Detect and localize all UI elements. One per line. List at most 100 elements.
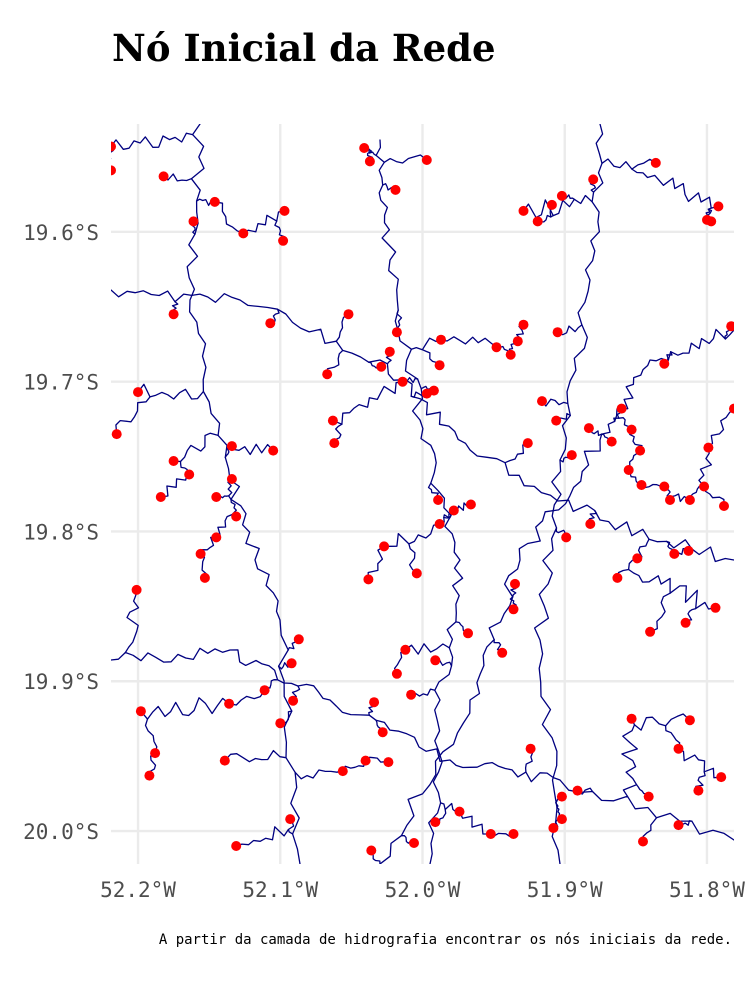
start-node-75 <box>195 548 206 559</box>
river-tributary-44 <box>172 432 219 463</box>
start-node-37 <box>133 387 143 398</box>
river-tributary-67 <box>698 446 713 488</box>
start-node-31 <box>505 349 516 360</box>
graticule <box>111 124 734 864</box>
river-tributary-2 <box>162 173 193 182</box>
river-tributary-111 <box>144 718 158 754</box>
start-node-46 <box>226 474 237 484</box>
river-tributary-109 <box>664 725 681 750</box>
start-node-97 <box>497 647 508 658</box>
start-node-68 <box>729 403 734 414</box>
start-node-43 <box>268 445 279 456</box>
start-node-127 <box>485 829 496 839</box>
river-tributary-52 <box>541 398 569 407</box>
start-node-28 <box>436 334 446 345</box>
start-node-77 <box>131 584 142 595</box>
river-tributary-48 <box>160 472 188 498</box>
start-node-96 <box>430 655 441 666</box>
start-node-45 <box>184 469 195 480</box>
start-node-76 <box>199 572 210 583</box>
start-node-117 <box>716 772 727 783</box>
river-tributary-40 <box>332 381 404 425</box>
start-node-12 <box>518 205 529 216</box>
river-tributary-18 <box>631 168 720 209</box>
start-node-53 <box>551 415 562 426</box>
start-node-40 <box>327 415 338 426</box>
y-tick-label: 20.0°S <box>23 820 99 844</box>
river-tributary-38 <box>115 396 151 435</box>
river-tributary-5 <box>214 201 244 235</box>
river-tributary-6 <box>242 210 286 235</box>
start-node-52 <box>537 396 547 407</box>
start-node-124 <box>285 814 296 825</box>
start-node-101 <box>288 695 299 706</box>
start-node-105 <box>406 689 417 700</box>
start-node-100 <box>259 685 270 696</box>
start-node-35 <box>659 358 670 369</box>
start-node-128 <box>508 829 519 839</box>
river-tributary-23 <box>335 313 350 342</box>
river-tributary-80 <box>408 543 418 575</box>
axis-tick-labels: 52.2°W 52.1°W 52.0°W 51.9°W 51.8°W 19.6°S 19.7… <box>23 221 745 902</box>
start-node-44 <box>168 456 179 466</box>
river-tributary-11 <box>383 154 428 164</box>
start-node-30 <box>491 342 502 353</box>
y-tick-label: 19.9°S <box>23 670 99 694</box>
start-node-49 <box>231 511 242 522</box>
river-tributary-28 <box>410 337 442 351</box>
river-tributary-77 <box>124 589 140 654</box>
start-node-0 <box>111 141 116 152</box>
start-node-120 <box>572 785 583 796</box>
start-node-131 <box>409 838 419 848</box>
start-node-66 <box>699 481 710 492</box>
start-node-114 <box>337 766 348 777</box>
start-node-83 <box>632 553 643 564</box>
start-node-125 <box>556 814 567 825</box>
y-tick-label: 19.6°S <box>23 221 99 245</box>
start-node-51 <box>428 385 439 396</box>
start-node-102 <box>275 718 286 729</box>
river-tributary-69 <box>703 485 725 507</box>
start-node-26 <box>376 361 387 372</box>
start-node-123 <box>430 817 441 828</box>
start-node-23 <box>343 309 354 320</box>
river-tributary-130 <box>642 817 658 843</box>
start-node-130 <box>638 836 648 847</box>
y-tick-label: 19.8°S <box>23 520 99 544</box>
start-node-9 <box>364 156 375 167</box>
river-trunk-1 <box>111 647 734 841</box>
start-node-84 <box>669 548 680 559</box>
start-node-71 <box>434 519 445 529</box>
start-node-3 <box>188 216 199 227</box>
start-node-98 <box>391 668 402 679</box>
river-tributary-114 <box>294 769 344 780</box>
river-tributary-78 <box>383 523 441 548</box>
x-tick-label: 51.8°W <box>669 878 745 902</box>
start-node-107 <box>626 713 637 724</box>
start-node-90 <box>645 626 656 637</box>
river-tributary-54 <box>504 442 529 464</box>
river-trunk-2 <box>375 139 464 864</box>
start-node-22 <box>265 318 276 329</box>
start-node-113 <box>144 770 155 781</box>
start-node-79 <box>363 574 374 585</box>
river-tributary-104 <box>140 697 230 720</box>
map-caption: A partir da camada de hidrografia encont… <box>158 932 732 948</box>
start-node-20 <box>706 216 717 227</box>
river-tributary-30 <box>440 336 498 348</box>
river-network <box>111 124 734 864</box>
start-node-95 <box>463 628 473 639</box>
river-tributary-34 <box>556 324 583 336</box>
x-tick-label: 52.1°W <box>242 878 318 902</box>
river-tributary-103 <box>228 689 266 706</box>
start-node-121 <box>556 791 567 802</box>
y-tick-label: 19.7°S <box>23 371 99 395</box>
river-tributary-115 <box>342 759 367 772</box>
start-node-60 <box>635 445 646 456</box>
start-node-106 <box>377 727 388 738</box>
start-node-11 <box>421 155 432 165</box>
start-node-58 <box>616 403 627 414</box>
start-node-132 <box>231 841 242 851</box>
river-tributary-132 <box>235 826 290 847</box>
